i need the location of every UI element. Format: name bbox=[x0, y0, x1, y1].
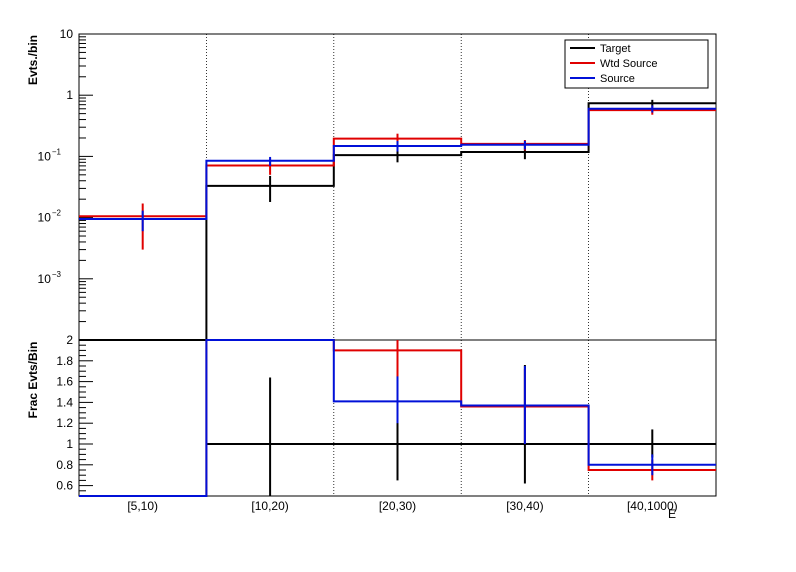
bottom-ytick-label: 1.6 bbox=[56, 375, 73, 389]
top-ylabel: Evts./bin bbox=[26, 35, 40, 85]
bottom-panel: 0.6 0.8 1 1.2 1.4 1.6 1.8 2 bbox=[56, 333, 717, 497]
x-category-label: [5,10) bbox=[127, 499, 158, 513]
top-ytick-label: 10 bbox=[60, 27, 74, 41]
bottom-ytick-label: 1.2 bbox=[56, 416, 73, 430]
legend-entry: Source bbox=[600, 73, 635, 85]
top-ytick-label: 1 bbox=[66, 88, 73, 102]
axis-labels: [5,10) [10,20) [20,30) [30,40) [40,1000) Evts… bbox=[26, 35, 678, 521]
top-ytick-label: 10−2 bbox=[38, 209, 62, 225]
legend-entry: Wtd Source bbox=[600, 58, 657, 70]
bottom-ytick-label: 0.6 bbox=[56, 479, 73, 493]
x-category-label: [30,40) bbox=[506, 499, 543, 513]
x-category-label: [40,1000) bbox=[627, 499, 678, 513]
bottom-ytick-label: 1 bbox=[66, 437, 73, 451]
bottom-ytick-label: 1.8 bbox=[56, 354, 73, 368]
bottom-ytick-label: 1.4 bbox=[56, 395, 73, 409]
top-panel: 10 1 10−1 10−2 10−3 bbox=[38, 27, 717, 341]
bottom-xlabel: E bbox=[668, 507, 676, 521]
legend-entry: Target bbox=[600, 43, 631, 55]
bottom-ylabel: Frac Evts/Bin bbox=[26, 342, 40, 419]
x-category-label: [20,30) bbox=[379, 499, 416, 513]
legend: Target Wtd Source Source bbox=[564, 39, 709, 89]
top-ytick-label: 10−1 bbox=[38, 147, 62, 163]
x-category-label: [10,20) bbox=[251, 499, 288, 513]
bottom-ytick-label: 0.8 bbox=[56, 458, 73, 472]
top-ytick-label: 10−3 bbox=[38, 270, 62, 286]
bottom-ytick-label: 2 bbox=[66, 333, 73, 347]
